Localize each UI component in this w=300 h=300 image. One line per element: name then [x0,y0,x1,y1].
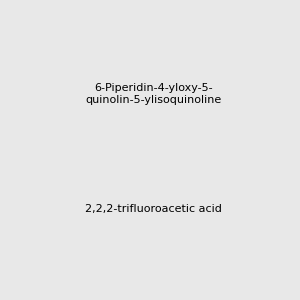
Text: 2,2,2-trifluoroacetic acid: 2,2,2-trifluoroacetic acid [85,204,222,214]
Text: 6-Piperidin-4-yloxy-5-
quinolin-5-ylisoquinoline: 6-Piperidin-4-yloxy-5- quinolin-5-ylisoq… [85,83,222,105]
